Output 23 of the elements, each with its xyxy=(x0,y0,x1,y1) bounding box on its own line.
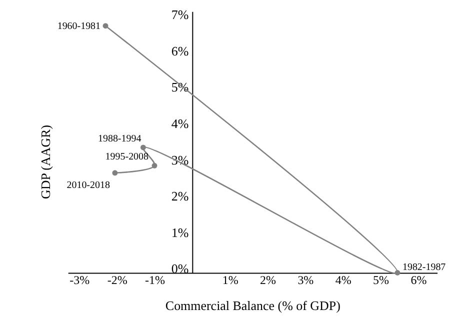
annotation: 2010-2018 xyxy=(66,180,110,191)
x-tick-label: 3% xyxy=(298,273,314,288)
y-tick-label: 1% xyxy=(171,224,189,240)
x-tick-label: 6% xyxy=(410,273,427,288)
x-tick-label: -2% xyxy=(107,273,128,288)
y-tick-label: 3% xyxy=(171,152,189,168)
x-tick-label: -1% xyxy=(145,273,165,288)
x-axis-title: Commercial Balance (% of GDP) xyxy=(165,298,340,314)
x-tick-label: 5% xyxy=(373,273,390,288)
y-tick-label: 2% xyxy=(171,188,189,204)
annotation: 1982-1987 xyxy=(402,262,446,273)
y-axis-title: GDP (AAGR) xyxy=(38,124,53,200)
x-tick-label: -3% xyxy=(70,273,90,288)
y-tick-label: 6% xyxy=(171,43,189,58)
y-tick-label: 0% xyxy=(171,261,189,276)
x-tick-label: 4% xyxy=(335,273,352,288)
x-tick-label: 1% xyxy=(222,273,238,288)
y-tick-label: 4% xyxy=(171,116,189,132)
annotation: 1960-1981 xyxy=(57,20,101,32)
x-tick-label: 2% xyxy=(260,273,276,288)
y-tick-label: 7% xyxy=(171,7,189,22)
annotation: 1988-1994 xyxy=(98,133,142,144)
annotation: 1995-2008 xyxy=(105,152,149,163)
